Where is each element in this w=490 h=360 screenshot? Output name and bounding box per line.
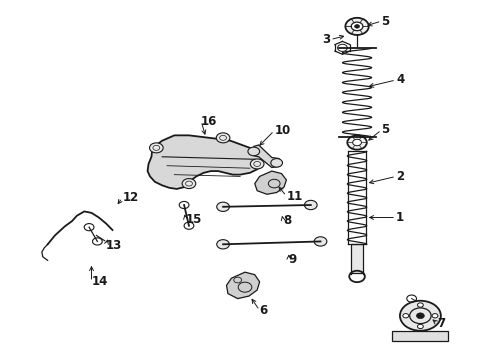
Text: 5: 5 <box>381 14 390 27</box>
Circle shape <box>304 201 317 210</box>
Text: 10: 10 <box>274 124 291 137</box>
Bar <box>392 331 448 341</box>
Circle shape <box>347 135 367 150</box>
Circle shape <box>149 143 163 153</box>
Circle shape <box>403 314 409 318</box>
Circle shape <box>216 133 230 143</box>
Polygon shape <box>255 171 287 194</box>
Circle shape <box>314 237 327 246</box>
Circle shape <box>351 22 363 31</box>
Text: 7: 7 <box>438 317 445 330</box>
Text: 14: 14 <box>92 275 108 288</box>
Circle shape <box>417 303 423 307</box>
Circle shape <box>182 179 196 189</box>
Circle shape <box>250 159 264 169</box>
Circle shape <box>271 158 283 167</box>
Text: 15: 15 <box>186 213 202 226</box>
Text: 8: 8 <box>283 213 291 226</box>
Circle shape <box>355 24 360 28</box>
Circle shape <box>217 202 229 211</box>
Text: 5: 5 <box>381 123 390 136</box>
Polygon shape <box>226 272 260 298</box>
Bar <box>351 244 363 273</box>
Text: 6: 6 <box>260 304 268 317</box>
Text: 2: 2 <box>396 170 404 183</box>
Text: 16: 16 <box>201 114 218 127</box>
Circle shape <box>400 301 441 331</box>
Text: 9: 9 <box>289 253 297 266</box>
Text: 3: 3 <box>322 33 330 46</box>
Circle shape <box>217 240 229 249</box>
Text: 11: 11 <box>287 190 303 203</box>
Circle shape <box>417 324 423 329</box>
Circle shape <box>432 314 438 318</box>
Circle shape <box>353 139 362 146</box>
Text: 4: 4 <box>396 73 404 86</box>
Text: 12: 12 <box>122 192 139 204</box>
Text: 1: 1 <box>396 211 404 224</box>
Text: 13: 13 <box>106 239 122 252</box>
Circle shape <box>248 147 260 156</box>
Polygon shape <box>254 145 279 167</box>
Polygon shape <box>147 135 262 189</box>
Circle shape <box>345 18 369 35</box>
Circle shape <box>416 313 424 319</box>
